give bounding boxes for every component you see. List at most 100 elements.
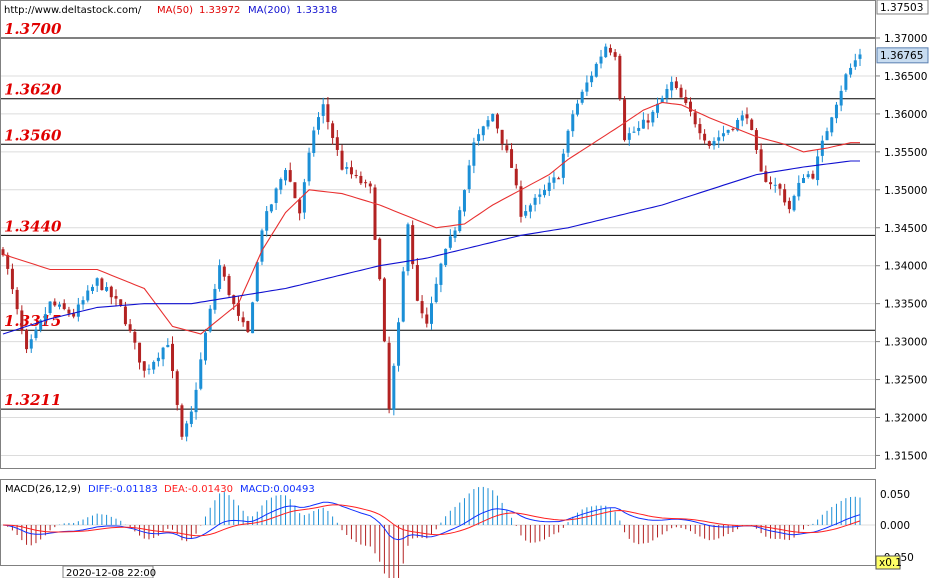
price-tick-label: 1.37000	[884, 33, 927, 45]
level-label: 1.3211	[4, 391, 61, 409]
candle-body	[688, 101, 692, 112]
candle-body	[39, 320, 43, 331]
candle-body	[467, 165, 471, 190]
candle-body	[557, 178, 561, 180]
candle-body	[307, 152, 311, 182]
candle-body	[100, 278, 104, 291]
candle-body	[302, 182, 306, 213]
candle-body	[538, 194, 542, 197]
candle-body	[830, 117, 834, 133]
candle-body	[67, 309, 71, 314]
candle-body	[439, 263, 443, 285]
macd-tick-zero: 0.000	[880, 520, 910, 532]
candle-body	[368, 183, 372, 187]
candle-body	[547, 182, 551, 191]
macd-panel-frame	[0, 479, 876, 566]
candle-body	[656, 103, 660, 113]
candle-body	[425, 314, 429, 324]
candle-body	[269, 204, 273, 212]
candle-body	[787, 200, 791, 210]
ma50-label: MA(50)	[157, 5, 193, 16]
candle-body	[472, 142, 476, 166]
candle-body	[109, 286, 113, 298]
candle-body	[326, 104, 330, 123]
candle-body	[156, 357, 160, 362]
candle-body	[10, 268, 14, 290]
date-label: 2020-12-08 22:00	[66, 568, 156, 578]
candle-body	[698, 124, 702, 134]
candle-body	[208, 308, 212, 332]
candle-body	[792, 195, 796, 211]
candle-body	[519, 186, 523, 217]
candle-body	[1, 249, 5, 256]
candle-body	[142, 361, 146, 371]
candle-body	[321, 104, 325, 116]
candle-body	[486, 120, 490, 127]
candle-body	[25, 329, 29, 350]
ma200-value: 1.33318	[296, 5, 337, 16]
candle-body	[660, 97, 664, 103]
top-price-box	[876, 0, 929, 15]
macd-dea: DEA:-0.01430	[164, 484, 233, 495]
candle-body	[128, 324, 132, 332]
candle-body	[81, 300, 85, 305]
candle-body	[613, 52, 617, 57]
level-label: 1.3315	[4, 312, 61, 330]
candle-body	[764, 171, 768, 182]
zoom-badge[interactable]	[875, 555, 901, 570]
candle-body	[392, 365, 396, 410]
candle-body	[834, 104, 838, 119]
candle-body	[185, 423, 189, 437]
candle-body	[637, 127, 641, 131]
candle-body	[114, 296, 118, 299]
candle-body	[105, 286, 109, 291]
support-resistance-lines: 1.3700 1.3620 1.3560 1.3440 1.3315 1.3211	[1, 20, 875, 410]
level-label: 1.3560	[4, 126, 62, 144]
candle-body	[797, 182, 801, 197]
candle-body	[274, 188, 278, 203]
candle-body	[806, 174, 810, 178]
macd-dea-line	[2, 504, 861, 537]
candle-body	[340, 150, 344, 170]
candle-body	[222, 266, 226, 277]
candle-body	[825, 131, 829, 141]
candle-body	[641, 119, 645, 129]
price-tick-label: 1.36000	[884, 109, 927, 121]
candle-body	[359, 175, 363, 184]
candle-body	[133, 331, 137, 343]
candle-body	[401, 271, 405, 322]
candle-body	[420, 301, 424, 314]
candle-body	[378, 238, 382, 280]
candle-body	[95, 278, 99, 286]
moving-averages	[2, 101, 860, 335]
candle-body	[627, 133, 631, 140]
ma50-value: 1.33972	[199, 5, 240, 16]
candle-body	[712, 141, 716, 146]
source-url[interactable]: http://www.deltastock.com/	[4, 5, 142, 16]
candle-body	[20, 310, 24, 331]
candle-body	[510, 149, 514, 168]
candle-body	[62, 303, 66, 309]
candle-body	[684, 97, 688, 104]
candle-body	[679, 87, 683, 98]
level-label: 1.3700	[4, 20, 62, 38]
candle-body	[345, 167, 349, 169]
top-price-label: 1.37503	[880, 2, 923, 14]
candle-body	[632, 131, 636, 133]
candle-body	[495, 114, 499, 129]
candle-body	[674, 81, 678, 88]
candle-body	[608, 47, 612, 53]
candle-body	[552, 177, 556, 183]
candle-body	[745, 114, 749, 119]
candle-body	[651, 111, 655, 123]
current-price-label: 1.36765	[880, 50, 923, 62]
candle-body	[514, 168, 518, 186]
candle-body	[189, 411, 193, 424]
candle-body	[29, 339, 33, 349]
candle-body	[293, 182, 297, 199]
price-tick-label: 1.32000	[884, 413, 927, 425]
candle-body	[816, 156, 820, 181]
candle-body	[246, 321, 250, 332]
candle-body	[119, 299, 123, 306]
candle-body	[203, 332, 207, 361]
